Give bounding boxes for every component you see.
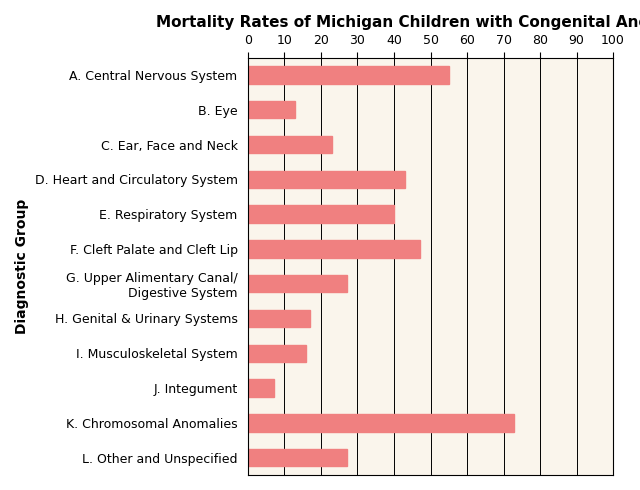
Bar: [248, 379, 273, 397]
Bar: [248, 101, 296, 119]
Bar: [248, 66, 449, 84]
Y-axis label: Diagnostic Group: Diagnostic Group: [15, 198, 29, 334]
Bar: [248, 205, 394, 223]
Bar: [248, 136, 332, 153]
Title: Mortality Rates of Michigan Children with Congenital Anomalies: Mortality Rates of Michigan Children wit…: [156, 15, 640, 30]
Bar: [248, 275, 346, 293]
Bar: [248, 414, 515, 432]
Bar: [248, 310, 310, 327]
Bar: [248, 240, 420, 258]
Bar: [248, 171, 405, 188]
Bar: [248, 449, 346, 466]
Bar: [248, 344, 307, 362]
